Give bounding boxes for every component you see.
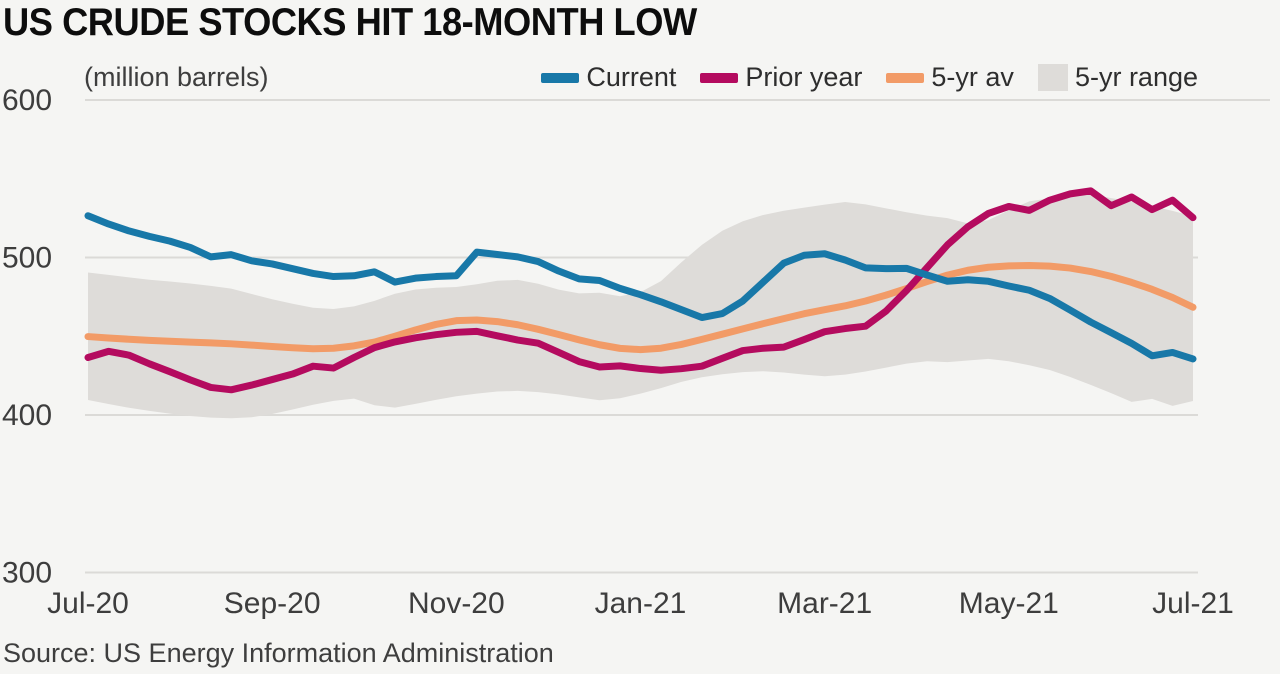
legend-item-5yr-range: 5-yr range bbox=[1037, 62, 1198, 93]
legend-label-prior-year: Prior year bbox=[745, 62, 863, 92]
legend-label-5yr-av: 5-yr av bbox=[931, 62, 1014, 92]
legend-item-current: Current bbox=[541, 62, 676, 93]
page-title: US CRUDE STOCKS HIT 18-MONTH LOW bbox=[3, 1, 697, 44]
x-tick-label-Sep-20: Sep-20 bbox=[224, 587, 321, 620]
five-yr-range-band bbox=[88, 194, 1193, 419]
x-tick-label-Jul-21: Jul-21 bbox=[1152, 587, 1234, 620]
legend-label-5yr-range: 5-yr range bbox=[1074, 62, 1198, 92]
y-tick-label-400: 400 bbox=[2, 399, 52, 432]
x-tick-label-Mar-21: Mar-21 bbox=[777, 587, 872, 620]
x-tick-label-Jul-20: Jul-20 bbox=[47, 587, 129, 620]
y-tick-label-600: 600 bbox=[2, 84, 52, 117]
x-tick-label-May-21: May-21 bbox=[959, 587, 1059, 620]
x-tick-label-Jan-21: Jan-21 bbox=[595, 587, 687, 620]
prior-year-line-swatch-icon bbox=[700, 72, 739, 83]
source-credit: Source: US Energy Information Administra… bbox=[3, 638, 554, 668]
series-line-prior-year bbox=[84, 187, 1197, 394]
current-line-swatch-icon bbox=[541, 72, 580, 83]
series-line-5-yr-av bbox=[84, 262, 1197, 354]
axis-unit-label: (million barrels) bbox=[84, 62, 269, 92]
legend-item-prior-year: Prior year bbox=[700, 62, 862, 93]
five-yr-range-swatch-icon bbox=[1037, 64, 1068, 91]
legend-item-5yr-av: 5-yr av bbox=[886, 62, 1014, 93]
five-yr-av-line-swatch-icon bbox=[886, 72, 925, 83]
x-tick-label-Nov-20: Nov-20 bbox=[408, 587, 505, 620]
y-tick-label-300: 300 bbox=[2, 557, 52, 590]
y-tick-label-500: 500 bbox=[2, 242, 52, 275]
series-line-current bbox=[84, 212, 1197, 363]
legend-label-current: Current bbox=[586, 62, 677, 92]
legend: Current Prior year 5-yr av 5-yr range bbox=[541, 62, 1198, 93]
